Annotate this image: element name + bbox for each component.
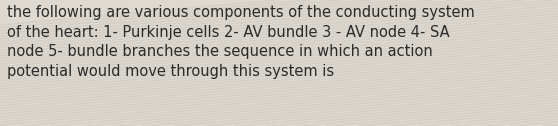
Text: the following are various components of the conducting system
of the heart: 1- P: the following are various components of …: [7, 5, 474, 79]
